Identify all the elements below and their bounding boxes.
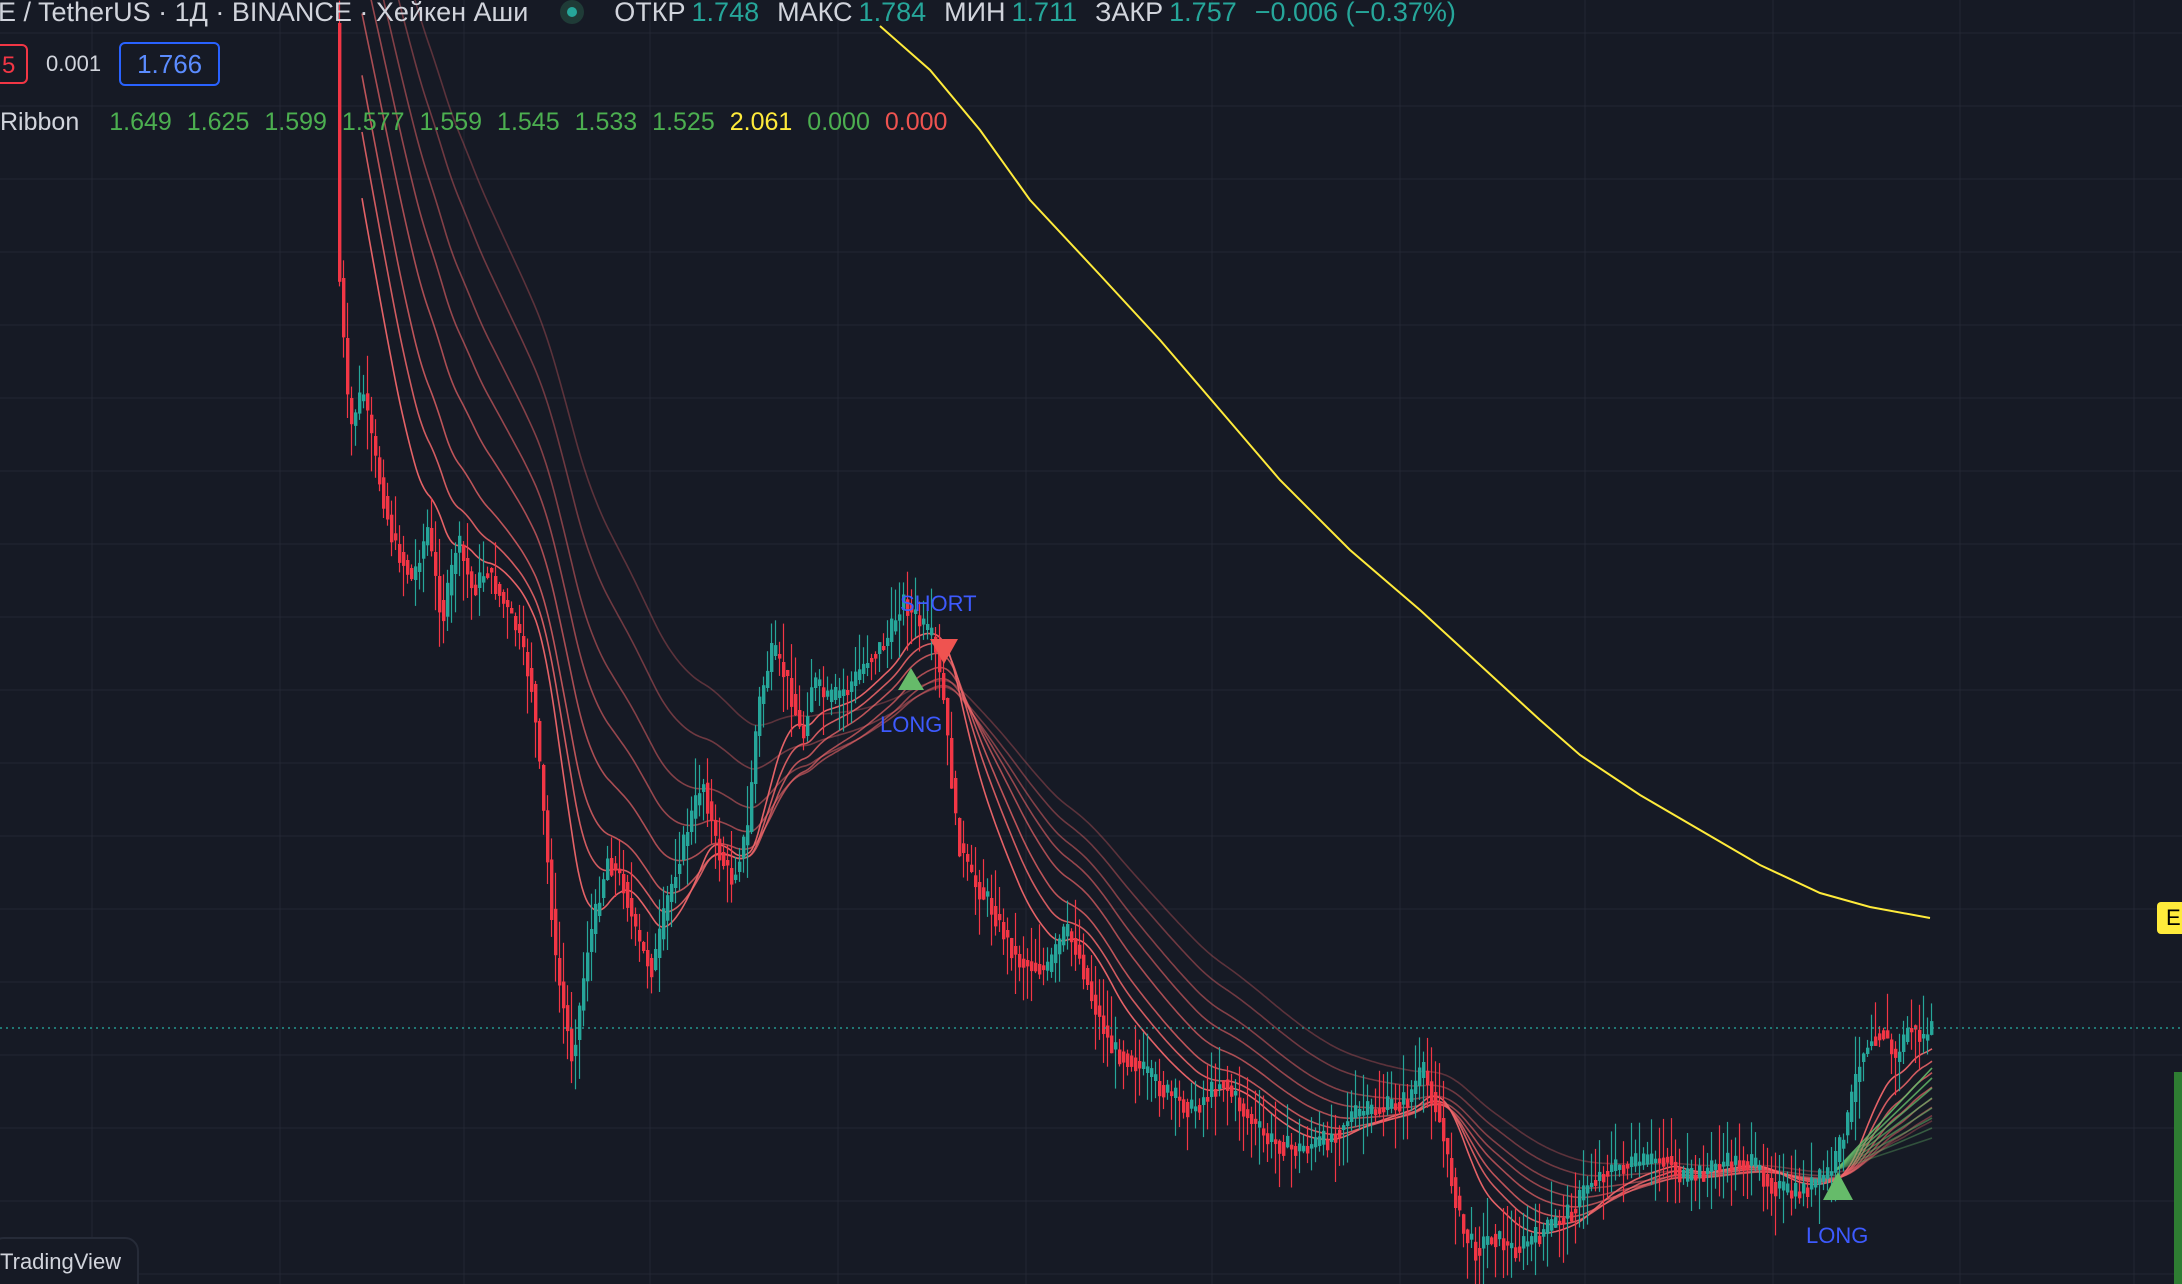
ribbon-value-1: 1.649 — [109, 107, 172, 136]
ribbon-green-tail-7 — [1835, 1127, 1933, 1171]
ribbon-value-2: 1.625 — [186, 107, 250, 136]
ribbon-value-5: 1.559 — [419, 107, 483, 136]
ribbon-green-tail-4 — [1835, 1097, 1933, 1171]
sell-button[interactable]: 5 — [0, 44, 28, 84]
long-signal-label-2: LONG — [1806, 1223, 1868, 1248]
spread-value: 0.001 — [46, 51, 102, 76]
price-axis-tag: E — [2157, 902, 2182, 934]
open-label: ОТКР — [614, 0, 686, 27]
ribbon-values: 1.649 1.625 1.599 1.577 1.559 1.545 1.533 1.525… — [109, 108, 962, 137]
ribbon-value-11: 0.000 — [884, 107, 948, 136]
ribbon-line-7 — [397, 0, 1933, 1177]
watermark-text: TradingView — [0, 1249, 122, 1274]
ribbon-green-tail-8 — [1835, 1137, 1933, 1171]
volume-profile-bar — [2174, 1072, 2182, 1284]
ribbon-line-5 — [370, 0, 1933, 1199]
low-value: 1.711 — [1011, 0, 1078, 27]
low-label: МИН — [944, 0, 1006, 27]
trade-buttons-row: 5 0.001 1.766 — [0, 42, 221, 86]
symbol-title[interactable]: E / TetherUS · 1Д · BINANCE · Хейкен Аши — [0, 0, 529, 27]
ribbon-value-3: 1.599 — [264, 107, 327, 136]
ribbon-green-tail-6 — [1835, 1117, 1933, 1171]
signal-markers: SHORT LONG LONG — [880, 591, 1868, 1248]
close-label: ЗАКР — [1095, 0, 1164, 27]
ribbon-value-7: 1.533 — [574, 107, 638, 136]
market-status-icon[interactable] — [560, 0, 585, 24]
ribbon-value-8: 1.525 — [652, 107, 715, 136]
long-signal-label-1: LONG — [880, 712, 942, 737]
ema-200-line — [879, 25, 1931, 919]
symbol-legend: E / TetherUS · 1Д · BINANCE · Хейкен Аши… — [0, 0, 1474, 30]
ribbon-value-9: 2.061 — [729, 107, 793, 136]
ribbon-value-6: 1.545 — [497, 107, 560, 136]
close-value: 1.757 — [1169, 0, 1237, 27]
long-signal-triangle — [898, 668, 924, 690]
buy-button[interactable]: 1.766 — [119, 42, 221, 86]
ribbon-green-tail-1 — [1835, 1067, 1933, 1171]
ribbon-value-10: 0.000 — [807, 107, 870, 136]
short-signal-triangle — [930, 639, 958, 664]
ribbon-line-6 — [382, 0, 1933, 1189]
high-value: 1.784 — [858, 0, 927, 27]
high-label: МАКС — [777, 0, 853, 27]
ribbon-line-8 — [414, 0, 1933, 1173]
heikin-ashi-candles — [338, 0, 1934, 1284]
ribbon-green-tail-5 — [1835, 1107, 1933, 1171]
ribbon-indicator-legend[interactable]: Ribbon 1.649 1.625 1.599 1.577 1.559 1.545 1.5… — [0, 104, 962, 140]
tradingview-logo[interactable]: TradingView — [0, 1237, 140, 1284]
open-value: 1.748 — [691, 0, 760, 27]
change-value: −0.006 (−0.37%) — [1254, 0, 1456, 27]
ribbon-green-tail-3 — [1835, 1087, 1933, 1171]
long-signal-triangle-2 — [1823, 1172, 1853, 1200]
short-signal-label: SHORT — [900, 591, 977, 616]
ribbon-value-4: 1.577 — [341, 107, 405, 136]
ribbon-indicator-name[interactable]: Ribbon — [0, 107, 80, 136]
ribbon-green-tail-2 — [1835, 1077, 1933, 1171]
